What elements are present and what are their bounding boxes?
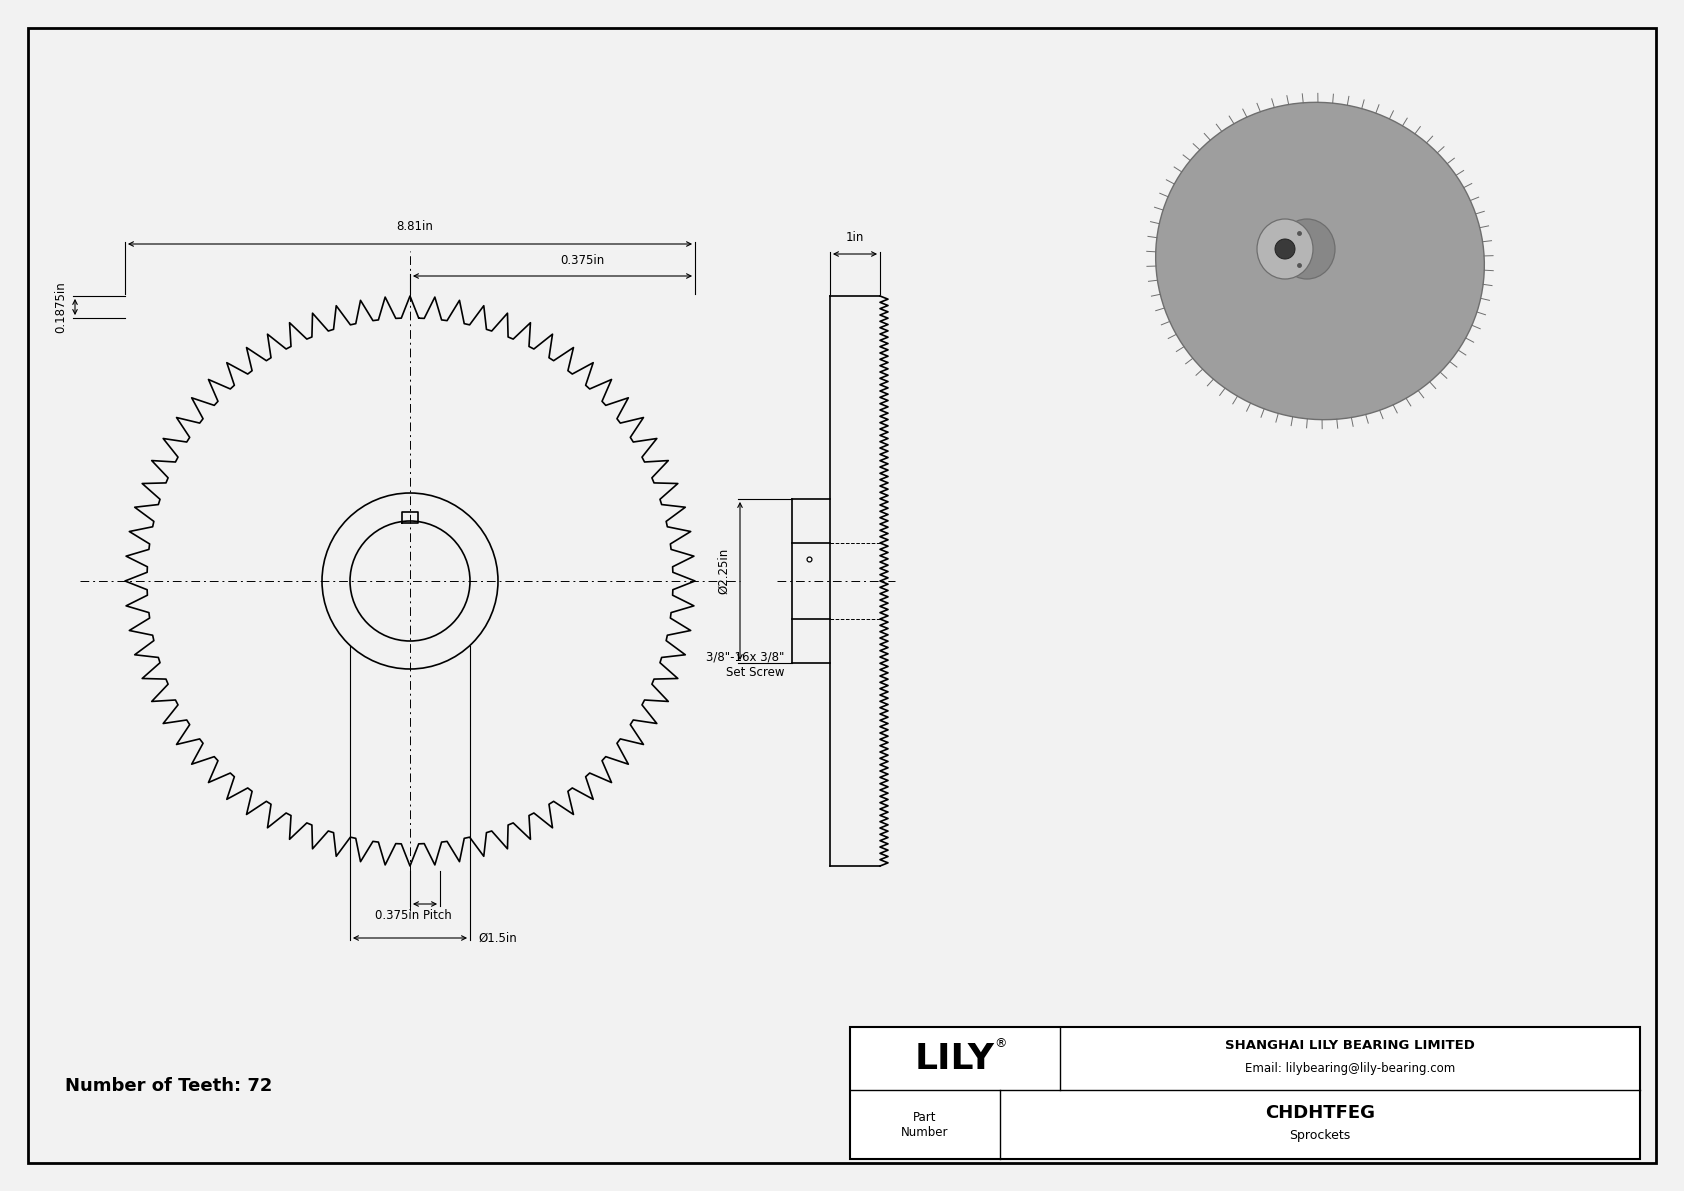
Text: 0.375in: 0.375in: [561, 254, 605, 267]
Text: SHANGHAI LILY BEARING LIMITED: SHANGHAI LILY BEARING LIMITED: [1224, 1040, 1475, 1052]
Text: 0.1875in: 0.1875in: [54, 281, 67, 332]
Text: Sprockets: Sprockets: [1290, 1129, 1351, 1142]
Text: Number of Teeth: 72: Number of Teeth: 72: [66, 1077, 273, 1095]
Ellipse shape: [1155, 102, 1484, 419]
Text: 1in: 1in: [845, 231, 864, 244]
Text: 0.375in Pitch: 0.375in Pitch: [376, 909, 451, 922]
Text: CHDHTFEG: CHDHTFEG: [1265, 1104, 1376, 1122]
Ellipse shape: [1256, 219, 1314, 279]
Text: LILY: LILY: [914, 1042, 995, 1075]
Bar: [850, 1027, 1640, 1159]
Text: Ø2.25in: Ø2.25in: [717, 548, 729, 594]
Text: Part
Number: Part Number: [901, 1111, 948, 1139]
Ellipse shape: [1275, 239, 1295, 258]
Text: 8.81in: 8.81in: [396, 220, 433, 233]
Text: Ø1.5in: Ø1.5in: [478, 931, 517, 944]
Ellipse shape: [1280, 219, 1335, 279]
Ellipse shape: [1290, 238, 1394, 294]
Text: Email: lilybearing@lily-bearing.com: Email: lilybearing@lily-bearing.com: [1244, 1062, 1455, 1075]
Text: ®: ®: [994, 1037, 1007, 1050]
Text: 3/8"-16x 3/8"
Set Screw: 3/8"-16x 3/8" Set Screw: [706, 651, 785, 679]
